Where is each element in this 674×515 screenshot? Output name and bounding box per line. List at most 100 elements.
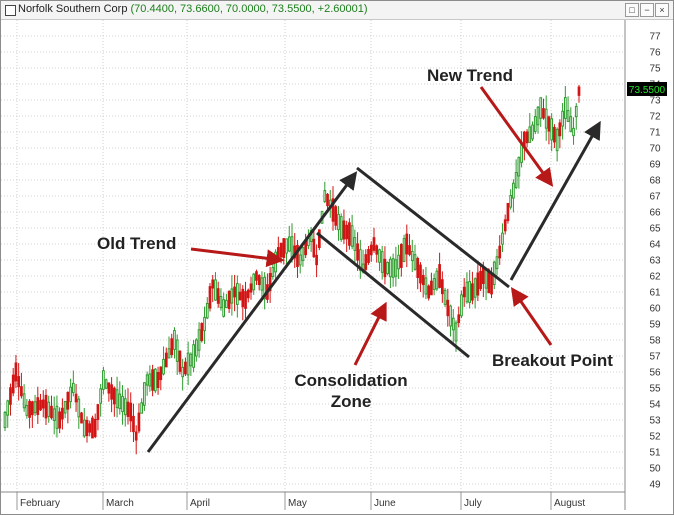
candle-body (143, 382, 146, 406)
candle-body (542, 108, 545, 119)
y-tick-label: 59 (649, 320, 661, 331)
candle-body (9, 387, 12, 405)
candle-body (394, 259, 398, 277)
candle-body (569, 116, 573, 132)
candle-body (512, 182, 515, 199)
last-price-tag: 73.5500 (627, 82, 667, 96)
candle-body (137, 412, 141, 432)
breakout-point-label: Breakout Point (492, 351, 613, 370)
candle-body (263, 276, 267, 300)
candle-body (495, 256, 499, 270)
candle-body (367, 249, 370, 263)
y-tick-label: 54 (649, 400, 661, 411)
y-tick-label: 56 (649, 368, 661, 379)
zone-label: Zone (331, 392, 372, 411)
candle-body (44, 394, 48, 419)
candle-body (194, 339, 198, 357)
candle-body (331, 198, 335, 222)
candle-body (36, 397, 40, 416)
candle-body (118, 393, 122, 410)
candle-body (369, 244, 373, 256)
window-menu-icon[interactable] (5, 5, 16, 16)
candle-body (140, 402, 144, 414)
candle-body (490, 273, 493, 295)
candle-body (402, 238, 406, 262)
candle-body (484, 268, 488, 289)
candle-body (334, 206, 338, 226)
candle-body (134, 431, 138, 441)
consolidation-pointer (353, 301, 387, 366)
candle-body (151, 369, 154, 391)
y-tick-label: 68 (649, 176, 661, 187)
y-tick-label: 73 (649, 96, 661, 107)
candle-body (96, 404, 100, 420)
candle-body (219, 295, 223, 309)
x-tick-label: June (374, 498, 396, 509)
candle-body (312, 238, 316, 258)
candle-body (93, 418, 97, 438)
y-tick-label: 60 (649, 304, 661, 315)
candle-body (424, 277, 428, 295)
candle-body (408, 245, 411, 255)
price-chart: 49 50 51 52 53 54 55 56 57 58 59 60 61 62 63 64 65 66 67 68… (1, 20, 667, 510)
consolidation-lower-line (316, 231, 470, 359)
candle-body (531, 124, 534, 140)
y-tick-label: 51 (649, 448, 661, 459)
candle-body (501, 232, 504, 245)
candle-body (345, 224, 349, 240)
candle-body (301, 247, 305, 261)
candle-body (112, 387, 116, 405)
candle-body (260, 277, 264, 291)
candle-body (28, 400, 31, 418)
annotations: Old Trend Consolidation Zone New Trend B… (97, 66, 613, 453)
candle-body (410, 250, 414, 262)
candle-body (317, 229, 321, 249)
candle-body (184, 361, 187, 375)
new-trend-label: New Trend (427, 66, 513, 85)
candle-body (296, 244, 299, 268)
window-titlebar: Norfolk Southern Corp (70.4400, 73.6600,… (1, 1, 673, 20)
candle-body (427, 285, 431, 299)
close-button[interactable]: × (655, 3, 669, 17)
candle-body (107, 382, 111, 394)
x-tick-label: February (20, 498, 60, 509)
candle-body (315, 254, 318, 266)
candle-body (389, 258, 392, 278)
candle-body (148, 373, 152, 387)
candle-body (58, 411, 62, 429)
candle-body (61, 407, 64, 420)
candle-body (356, 243, 359, 261)
consolidation-upper-line (356, 166, 510, 289)
restore-button[interactable]: □ (625, 3, 639, 17)
candle-body (88, 423, 92, 433)
candle-body (533, 116, 537, 132)
candle-body (438, 264, 441, 288)
candles (3, 84, 581, 455)
candle-body (85, 419, 89, 437)
candle-body (577, 86, 581, 96)
candle-body (71, 382, 75, 394)
candle-body (14, 362, 18, 382)
candle-body (167, 348, 171, 359)
candle-body (200, 323, 204, 341)
minimize-button[interactable]: − (640, 3, 654, 17)
candle-body (446, 299, 450, 317)
breakout-pointer (510, 287, 553, 346)
candle-body (153, 368, 157, 392)
candle-body (241, 288, 245, 308)
candle-body (547, 116, 551, 132)
quote-values: (70.4400, 73.6600, 70.0000, 73.5500, +2.… (130, 3, 368, 15)
candle-body (544, 108, 548, 129)
candle-body (246, 289, 250, 299)
candle-body (82, 419, 86, 437)
y-tick-label: 55 (649, 384, 661, 395)
candle-body (380, 251, 384, 273)
candle-body (132, 415, 135, 433)
candle-body (181, 366, 185, 378)
candle-body (323, 190, 327, 202)
candle-body (271, 267, 275, 277)
y-tick-label: 63 (649, 256, 661, 267)
candle-body (348, 222, 351, 246)
candle-body (285, 238, 288, 254)
